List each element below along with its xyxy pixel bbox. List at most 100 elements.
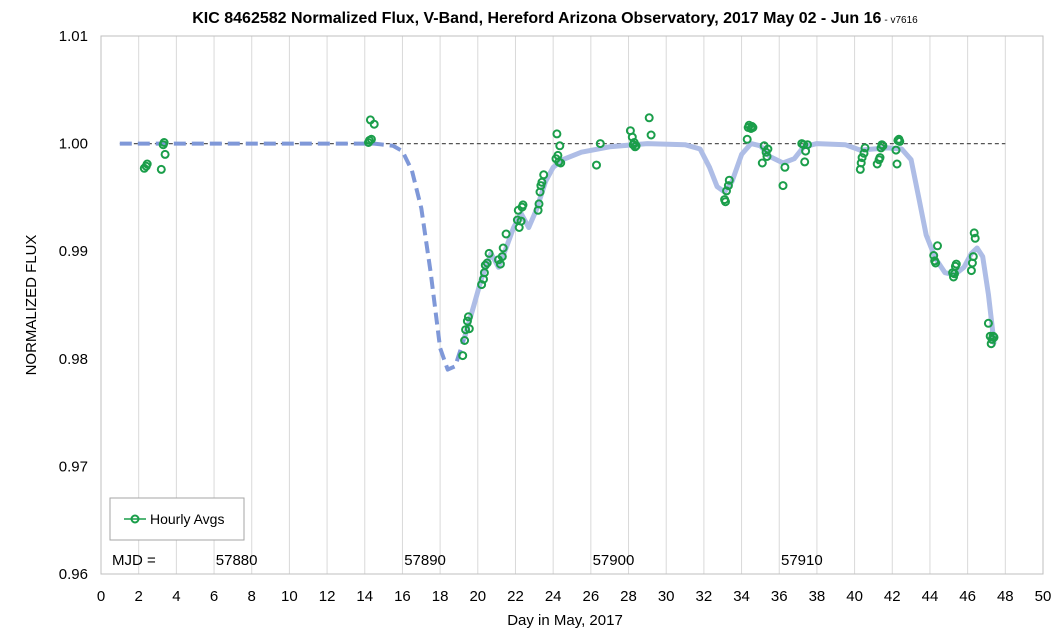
- x-tick-label: 18: [432, 588, 449, 605]
- grid-lines: [138, 36, 1006, 574]
- x-axis-label: Day in May, 2017: [507, 612, 623, 629]
- data-point: [552, 129, 562, 139]
- mjd-label: 57880: [216, 552, 258, 569]
- data-point: [778, 181, 788, 191]
- data-point: [860, 143, 870, 153]
- data-point: [989, 332, 999, 342]
- fit-curve-dashed: [119, 141, 467, 372]
- x-tick-label: 22: [507, 588, 524, 605]
- data-point: [895, 136, 905, 146]
- data-point: [555, 141, 565, 151]
- data-point: [482, 258, 492, 268]
- data-point: [780, 162, 790, 172]
- x-tick-label: 50: [1035, 588, 1052, 605]
- x-tick-labels: 0 2 4 6 8 10 12 14 16 18 20 22 24 26 28 30 32 34 36 38 40 42 4…: [97, 588, 1052, 605]
- x-tick-label: 8: [248, 588, 256, 605]
- y-tick-label: 0.96: [59, 566, 88, 583]
- data-point: [951, 259, 961, 269]
- x-tick-label: 44: [922, 588, 939, 605]
- x-tick-label: 24: [545, 588, 562, 605]
- mjd-label: 57890: [404, 552, 446, 569]
- y-tick-label: 1.01: [59, 28, 88, 45]
- data-point: [723, 181, 733, 191]
- x-tick-label: 30: [658, 588, 675, 605]
- data-point: [463, 312, 473, 322]
- plot-frame: [100, 35, 1044, 575]
- mjd-label: 57900: [593, 552, 635, 569]
- x-tick-label: 40: [846, 588, 863, 605]
- x-tick-label: 42: [884, 588, 901, 605]
- data-point: [631, 141, 641, 151]
- data-point: [803, 140, 812, 150]
- x-tick-label: 0: [97, 588, 105, 605]
- y-tick-label: 0.97: [59, 458, 88, 475]
- data-point: [969, 228, 979, 238]
- data-point: [722, 186, 731, 196]
- x-tick-label: 28: [620, 588, 637, 605]
- data-point: [518, 200, 528, 210]
- data-point: [539, 170, 549, 180]
- data-point: [968, 252, 978, 262]
- data-point: [857, 153, 867, 163]
- data-point: [142, 159, 152, 169]
- x-tick-label: 38: [809, 588, 826, 605]
- y-tick-label: 1.00: [59, 136, 88, 153]
- data-point: [970, 233, 980, 243]
- x-tick-label: 16: [394, 588, 411, 605]
- x-tick-label: 34: [733, 588, 750, 605]
- data-point: [156, 164, 166, 174]
- data-point: [369, 119, 379, 129]
- data-point: [159, 138, 169, 147]
- y-tick-labels: 0.96 0.97 0.98 0.99 1.00 1.01: [59, 28, 88, 583]
- legend-marker-icon: [130, 514, 140, 524]
- data-point: [160, 149, 170, 159]
- x-tick-label: 32: [696, 588, 713, 605]
- x-tick-label: 20: [469, 588, 486, 605]
- x-tick-label: 6: [210, 588, 218, 605]
- mjd-label: 57910: [781, 552, 823, 569]
- x-tick-label: 46: [959, 588, 976, 605]
- data-point: [800, 157, 810, 167]
- x-tick-label: 14: [356, 588, 373, 605]
- data-point: [366, 134, 376, 144]
- data-point: [878, 141, 888, 151]
- data-point: [484, 248, 494, 258]
- data-point: [501, 229, 511, 239]
- x-tick-label: 12: [319, 588, 336, 605]
- data-point: [644, 113, 654, 123]
- legend: Hourly Avgs: [109, 497, 245, 541]
- x-tick-label: 4: [172, 588, 180, 605]
- data-point: [595, 139, 605, 149]
- data-point: [763, 144, 773, 154]
- data-point: [724, 175, 734, 185]
- data-point: [891, 145, 901, 155]
- data-point: [859, 148, 869, 158]
- data-point: [458, 351, 468, 361]
- y-tick-label: 0.98: [59, 351, 88, 368]
- data-point: [931, 258, 941, 268]
- data-point: [742, 134, 752, 144]
- data-point: [646, 130, 656, 140]
- y-tick-label: 0.99: [59, 243, 88, 260]
- x-tick-label: 26: [582, 588, 599, 605]
- x-tick-label: 2: [135, 588, 143, 605]
- x-tick-label: 36: [771, 588, 788, 605]
- data-point: [856, 158, 866, 168]
- data-point: [757, 158, 767, 168]
- data-point: [748, 123, 758, 132]
- y-axis-label: NORMALIZED FLUX: [23, 235, 40, 376]
- data-point: [592, 160, 601, 170]
- data-point: [892, 159, 902, 169]
- legend-entry-label: Hourly Avgs: [150, 511, 224, 527]
- data-point: [721, 197, 730, 207]
- data-point: [498, 243, 508, 253]
- mjd-prefix-label: MJD =: [112, 552, 156, 569]
- data-point: [875, 153, 885, 163]
- data-point: [464, 324, 474, 334]
- data-point: [556, 158, 566, 168]
- data-point: [460, 336, 470, 345]
- data-point: [983, 318, 993, 328]
- data-point: [933, 241, 942, 251]
- mjd-labels: 57880 57890 57900 57910: [216, 552, 823, 569]
